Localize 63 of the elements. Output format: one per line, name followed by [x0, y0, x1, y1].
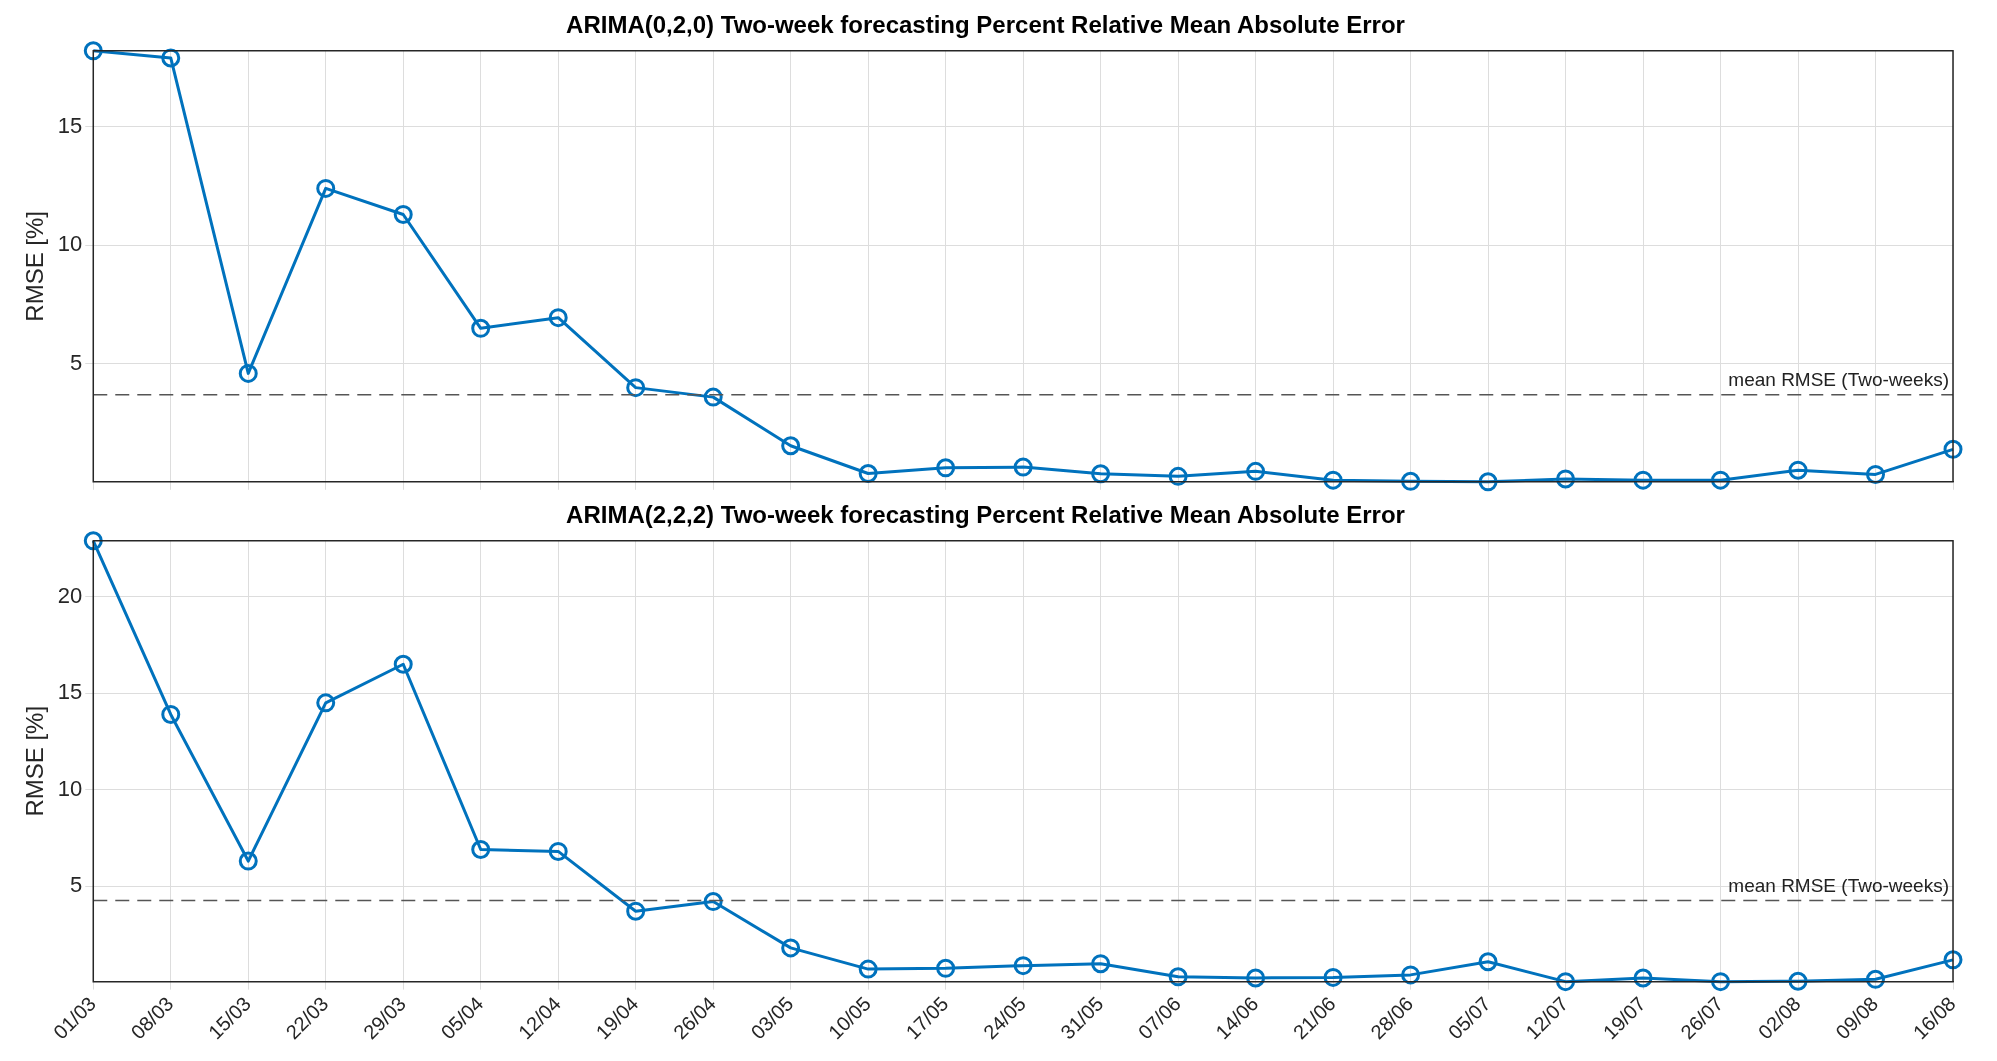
point	[1788, 971, 1808, 991]
y-tick-label: 15	[57, 112, 83, 138]
point	[238, 851, 258, 871]
point	[936, 458, 956, 478]
y-tick-label: 15	[57, 679, 83, 705]
point	[1013, 457, 1033, 477]
point	[781, 436, 801, 456]
ref-line-label: mean RMSE (Two-weeks)	[1728, 369, 1949, 391]
point	[83, 531, 103, 551]
point	[393, 204, 413, 224]
chart-title: ARIMA(0,2,0) Two-week forecasting Percent Relative Mean Absolute Error	[566, 11, 1405, 39]
point	[1711, 972, 1731, 992]
point	[83, 41, 103, 61]
point	[471, 839, 491, 859]
y-tick-label: 5	[70, 349, 83, 375]
point	[858, 959, 878, 979]
point	[1091, 954, 1111, 974]
point	[1013, 956, 1033, 976]
point	[471, 318, 491, 338]
point	[1788, 460, 1808, 480]
point	[1091, 464, 1111, 484]
y-tick-label: 5	[70, 872, 83, 898]
point	[1478, 472, 1498, 492]
point	[1246, 461, 1266, 481]
point	[316, 693, 336, 713]
point	[1556, 469, 1576, 489]
y-tick-label: 10	[57, 231, 83, 257]
point	[548, 308, 568, 328]
point	[238, 363, 258, 383]
point	[1168, 967, 1188, 987]
point	[703, 387, 723, 407]
point	[1943, 950, 1963, 970]
point	[1556, 972, 1576, 992]
point	[1866, 969, 1886, 989]
point	[548, 841, 568, 861]
point	[858, 464, 878, 483]
point	[1323, 967, 1343, 987]
point	[936, 958, 956, 978]
point	[393, 654, 413, 674]
point	[781, 938, 801, 958]
y-axis-title: RMSE [%]	[21, 210, 49, 322]
point	[1711, 470, 1731, 490]
point	[1943, 439, 1963, 459]
point	[1323, 470, 1343, 490]
y-tick-label: 10	[57, 775, 83, 801]
point	[1168, 466, 1188, 486]
point	[1633, 968, 1653, 988]
point	[316, 178, 336, 198]
point	[1633, 470, 1653, 490]
point	[161, 704, 181, 724]
point	[626, 901, 646, 921]
point	[1866, 464, 1886, 484]
point	[1401, 471, 1421, 491]
point	[626, 378, 646, 398]
point	[1478, 952, 1498, 972]
chart-title: ARIMA(2,2,2) Two-week forecasting Percent Relative Mean Absolute Error	[566, 501, 1405, 529]
point	[1246, 968, 1266, 988]
point	[703, 892, 723, 912]
point	[161, 48, 181, 68]
y-tick-label: 20	[57, 582, 83, 608]
point	[1401, 965, 1421, 985]
ref-line-label: mean RMSE (Two-weeks)	[1728, 875, 1949, 897]
y-axis-title: RMSE [%]	[21, 705, 49, 817]
